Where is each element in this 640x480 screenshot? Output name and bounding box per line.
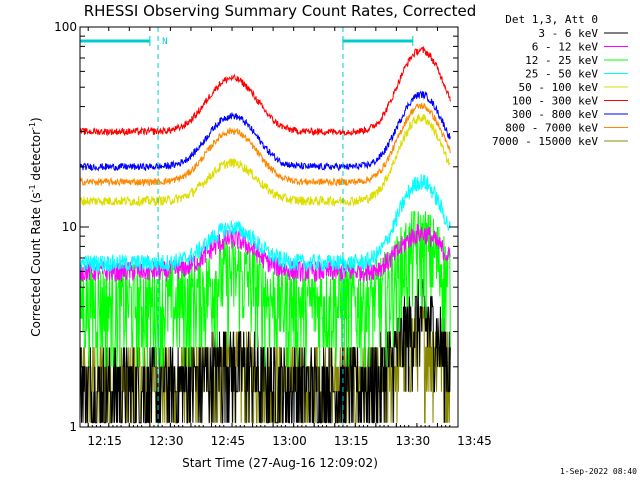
legend-label: 100 - 300 keV bbox=[512, 95, 598, 108]
x-tick-label: 13:15 bbox=[334, 434, 369, 448]
y-tick-label: 100 bbox=[54, 20, 77, 34]
x-tick-label: 12:15 bbox=[87, 434, 122, 448]
series-line-100-300keV bbox=[79, 45, 451, 137]
legend-label: 7000 - 15000 keV bbox=[492, 135, 598, 148]
series-line-800-7000keV bbox=[79, 102, 451, 188]
legend-label: 3 - 6 keV bbox=[538, 27, 598, 40]
series-line-25-50keV bbox=[79, 174, 451, 274]
x-tick-label: 12:30 bbox=[149, 434, 184, 448]
series-line-50-100keV bbox=[79, 113, 451, 208]
y-tick-label: 1 bbox=[69, 420, 77, 434]
x-tick-label: 13:30 bbox=[396, 434, 431, 448]
legend-title: Det 1,3, Att 0 bbox=[505, 13, 598, 26]
x-tick-label: 12:45 bbox=[211, 434, 246, 448]
x-tick-label: 13:00 bbox=[272, 434, 307, 448]
y-tick-label: 10 bbox=[62, 220, 77, 234]
chart-title: RHESSI Observing Summary Count Rates, Co… bbox=[84, 2, 477, 20]
legend-label: 12 - 25 keV bbox=[525, 54, 598, 67]
legend-label: 25 - 50 keV bbox=[525, 68, 598, 81]
x-axis: 12:15 12:30 12:45 13:00 13:15 13:30 13:45 bbox=[87, 27, 492, 448]
timestamp: 1-Sep-2022 08:40 bbox=[560, 467, 637, 476]
x-axis-label: Start Time (27-Aug-16 12:09:02) bbox=[182, 456, 378, 470]
series-line-12-25keV bbox=[79, 211, 451, 368]
y-axis: 100 10 1 bbox=[54, 20, 458, 434]
legend-label: 300 - 800 keV bbox=[512, 108, 598, 121]
saa-label: N bbox=[162, 37, 167, 47]
legend-label: 800 - 7000 keV bbox=[505, 122, 598, 135]
series-line-6-12keV bbox=[79, 223, 451, 283]
legend-label: 50 - 100 keV bbox=[519, 81, 599, 94]
x-tick-label: 13:45 bbox=[457, 434, 492, 448]
plot-series bbox=[79, 45, 451, 424]
y-axis-label: Corrected Count Rate (s-1 detector-1) bbox=[28, 117, 43, 336]
series-line-300-800keV bbox=[79, 90, 451, 172]
legend-label: 6 - 12 keV bbox=[532, 41, 599, 54]
